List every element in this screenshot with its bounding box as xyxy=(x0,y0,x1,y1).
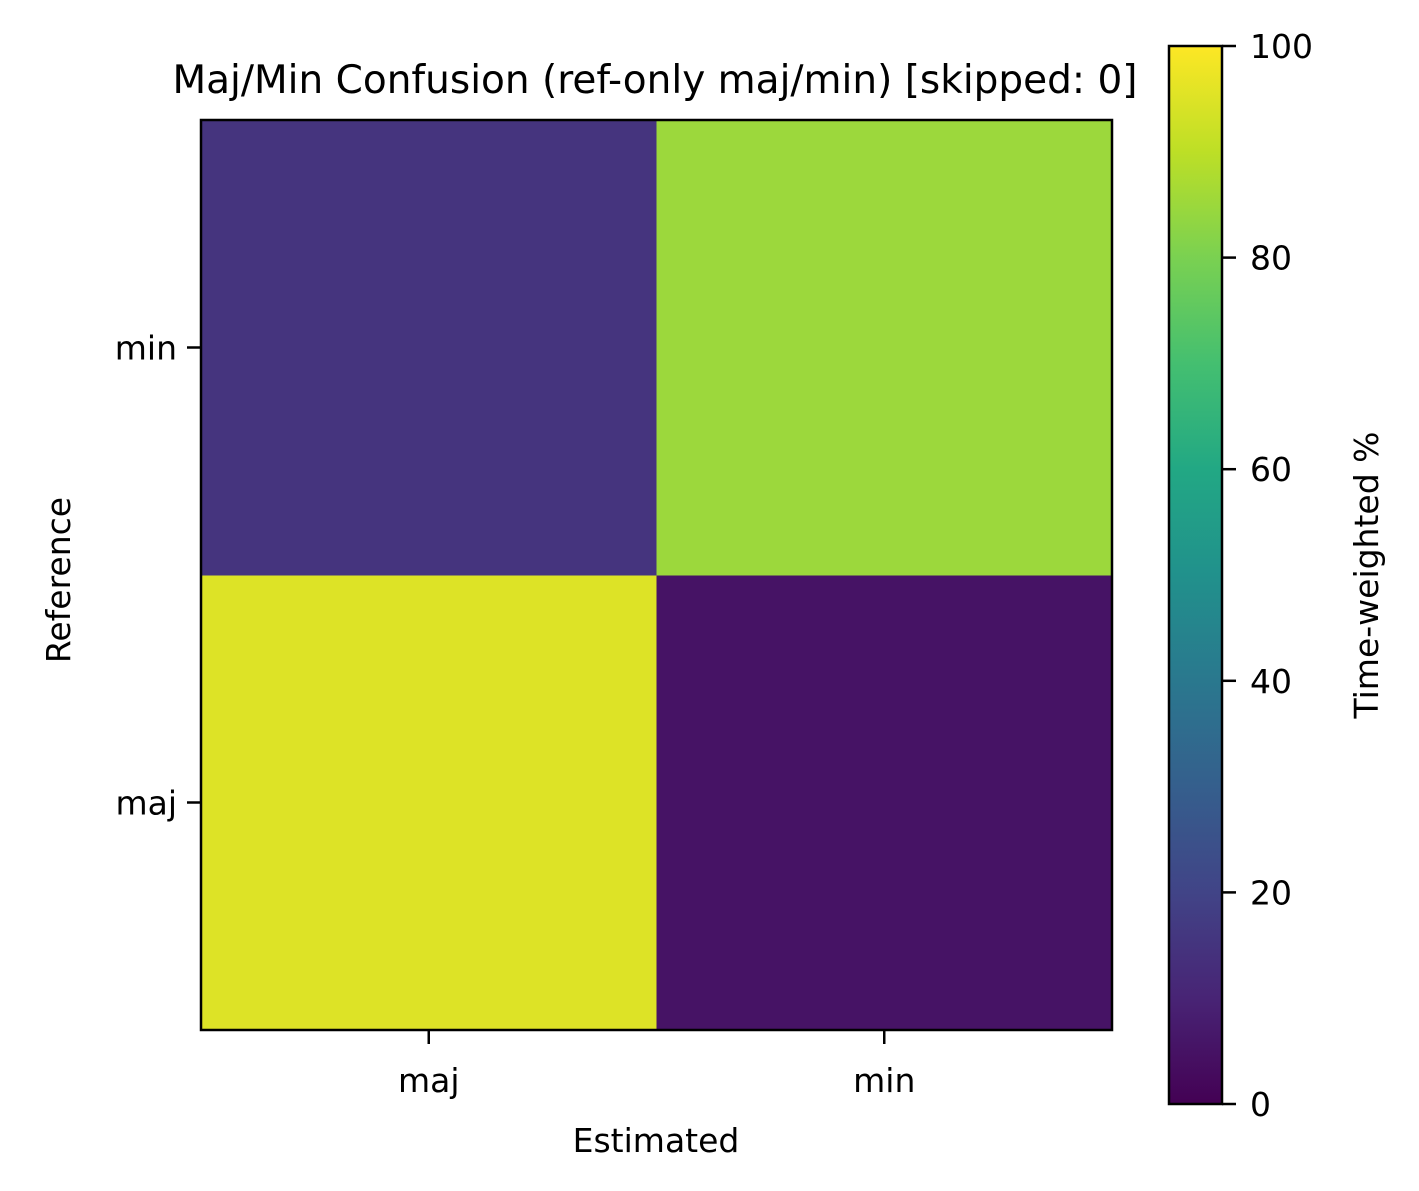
heatmap-cell-maj-maj xyxy=(201,575,657,1031)
x-tick-label: min xyxy=(853,1061,915,1100)
colorbar-tick-label: 0 xyxy=(1250,1085,1271,1124)
chart-title: Maj/Min Confusion (ref-only maj/min) [sk… xyxy=(173,58,1138,103)
heatmap-cells xyxy=(201,120,1113,1031)
y-tick-label: min xyxy=(115,329,177,368)
colorbar-label: Time-weighted % xyxy=(1347,431,1386,719)
colorbar-tick-label: 100 xyxy=(1250,27,1313,66)
heatmap-cell-maj-min xyxy=(656,575,1113,1031)
colorbar-tick-label: 20 xyxy=(1250,873,1292,912)
heatmap-cell-min-maj xyxy=(201,120,657,576)
y-axis-label: Reference xyxy=(39,497,78,663)
colorbar-tick-label: 60 xyxy=(1250,450,1292,489)
y-tick-label: maj xyxy=(115,784,177,823)
x-axis-ticks: maj min xyxy=(398,1030,915,1100)
colorbar-tick-label: 40 xyxy=(1250,662,1292,701)
heatmap-cell-min-min xyxy=(656,120,1113,576)
y-axis-ticks: maj min xyxy=(115,329,201,823)
colorbar-ticks: 0 20 40 60 80 100 xyxy=(1222,27,1313,1124)
x-axis-label: Estimated xyxy=(573,1121,740,1160)
colorbar xyxy=(1167,44,1224,1106)
plot-frame xyxy=(199,118,1114,1032)
colorbar-tick-label: 80 xyxy=(1250,239,1292,278)
x-tick-label: maj xyxy=(398,1061,460,1100)
